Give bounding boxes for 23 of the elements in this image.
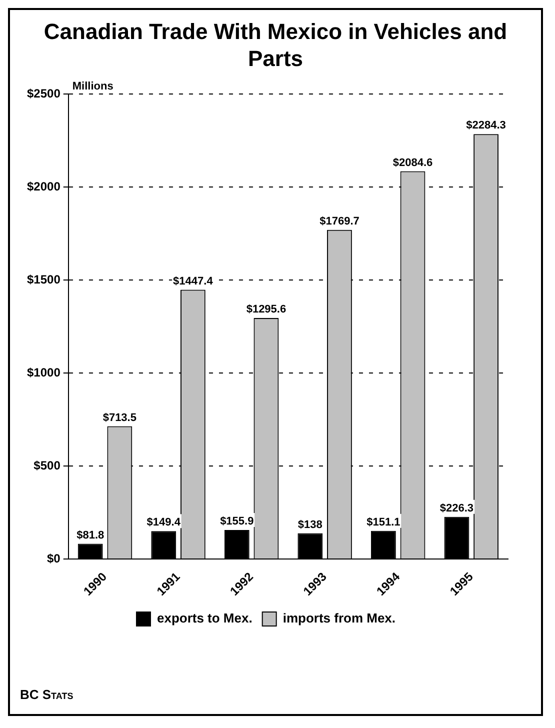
data-label: $1769.7 <box>320 215 360 228</box>
text: BC Stats <box>20 687 74 702</box>
y-tick-label: $1500 <box>26 272 61 286</box>
data-label: $2284.3 <box>466 120 506 132</box>
y-tick-label: $2500 <box>26 86 61 100</box>
chart-title: Canadian Trade With Mexico in Vehicles and Parts <box>42 18 508 72</box>
data-label: $226.3 <box>440 502 474 514</box>
legend-label: imports from Mex. <box>282 610 396 626</box>
y-tick-label: $1000 <box>26 365 61 380</box>
legend-label: exports to Mex. <box>156 610 252 626</box>
data-label: $2084.6 <box>392 156 433 169</box>
y-tick-label: $0 <box>47 551 61 566</box>
data-label: $1447.4 <box>173 275 214 288</box>
data-label: $713.5 <box>102 412 136 424</box>
y-tick-label: $500 <box>34 458 61 472</box>
y-tick-label: $2000 <box>26 179 61 194</box>
data-label: $1295.6 <box>246 304 286 316</box>
data-label: $138 <box>298 518 322 531</box>
data-label: $151.1 <box>366 516 400 528</box>
data-label: $149.4 <box>146 516 182 529</box>
data-label: $155.9 <box>220 515 254 528</box>
y-axis-title: Millions <box>72 80 114 93</box>
data-label: $81.8 <box>76 529 104 542</box>
